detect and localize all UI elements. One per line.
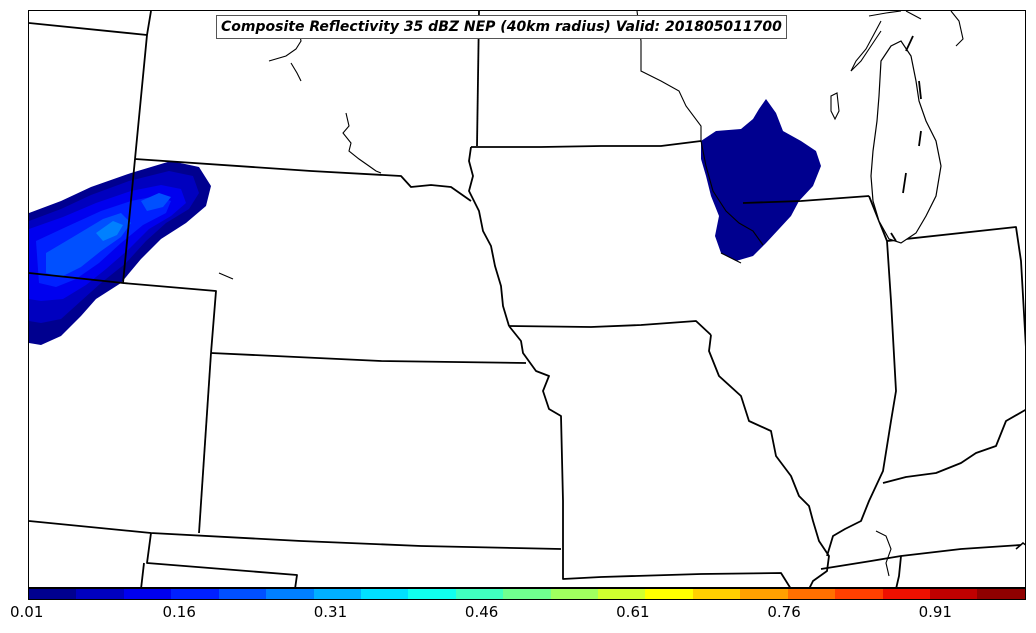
colorbar-swatch [550,589,599,599]
colorbar-swatch [408,589,456,599]
colorbar-swatch [692,589,741,599]
map-panel [28,10,1026,588]
colorbar-swatch [171,589,219,599]
colorbar-swatch [313,589,361,599]
probability-field-west [29,161,211,345]
probability-field-east [701,99,821,261]
colorbar-swatch [266,589,314,599]
colorbar-tick-label: 0.16 [162,603,196,621]
colorbar-swatch [598,589,646,599]
prob-contour-level-5b [141,193,171,211]
colorbar-swatch [76,589,124,599]
colorbar-swatch [787,589,836,599]
colorbar-tick-label: 0.31 [313,603,348,621]
colorbar-swatch [123,589,172,599]
map-canvas [29,11,1025,587]
colorbar-swatch [360,589,409,599]
colorbar [28,588,1026,600]
colorbar-tick-label: 0.46 [464,603,499,621]
colorbar-swatch [455,589,504,599]
colorbar-swatch [930,589,978,599]
colorbar-swatch [835,589,883,599]
colorbar-swatch [740,589,788,599]
colorbar-tick-label: 0.76 [767,603,801,621]
rivers-and-coast [218,11,964,280]
colorbar-tick-label: 0.61 [616,603,650,621]
lake-michigan-dashes [890,35,922,242]
east-border-fragment [1015,542,1025,550]
colorbar-tick-label: 0.91 [918,603,952,621]
colorbar-tick-label: 0.01 [10,603,44,621]
state-boundaries [29,11,1025,587]
ohio-river [875,530,892,577]
colorbar-swatch [882,589,931,599]
lake-michigan [870,40,942,244]
colorbar-swatch [645,589,693,599]
colorbar-swatch [218,589,267,599]
colorbar-swatch [29,589,77,599]
prob-contour-level-1-east [701,99,821,261]
colorbar-swatch [977,589,1025,599]
colorbar-tick-labels: 0.01 0.16 0.31 0.46 0.61 0.76 0.91 [0,600,1036,630]
colorbar-swatch [503,589,551,599]
map-title: Composite Reflectivity 35 dBZ NEP (40km … [216,15,787,39]
prob-contour-level-6 [96,221,123,241]
